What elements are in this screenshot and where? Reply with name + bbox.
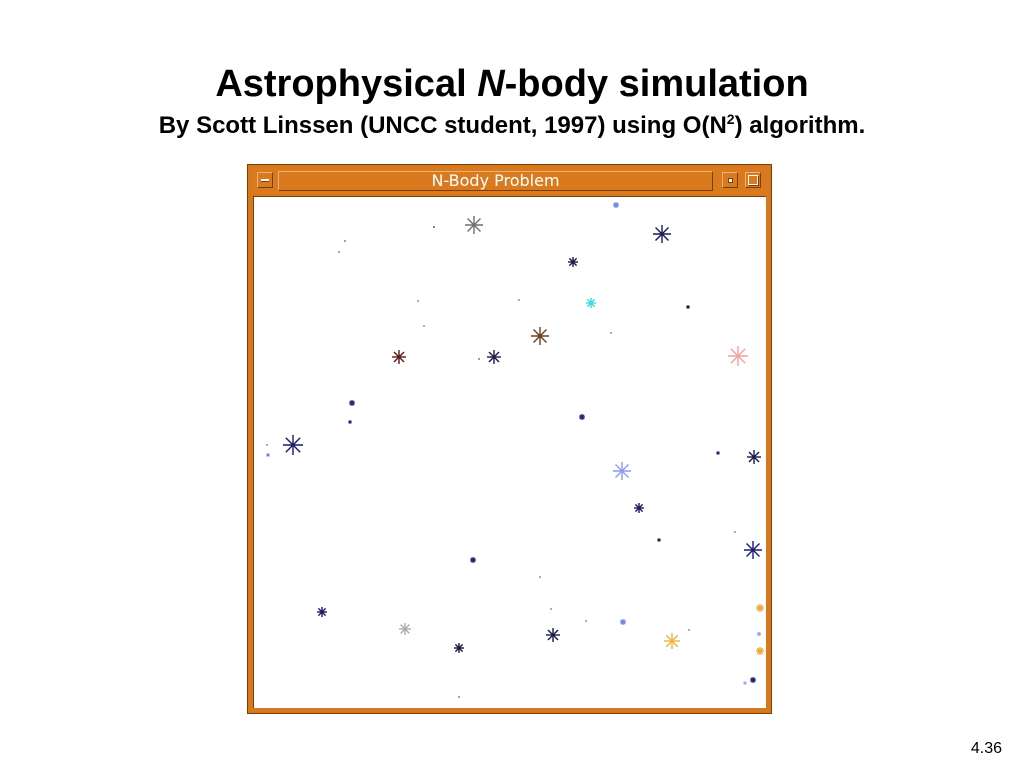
body-dot-37: [585, 620, 587, 622]
minimize-icon[interactable]: [722, 172, 738, 188]
body-star-20: [579, 414, 585, 420]
subtitle-suffix: ) algorithm.: [734, 112, 866, 139]
body-square-19: [348, 420, 352, 424]
body-star-7: [586, 298, 596, 308]
body-dot-5: [338, 251, 340, 253]
body-star-17: [728, 346, 748, 366]
body-dot-32: [539, 576, 541, 578]
body-star-14: [392, 350, 406, 364]
window-title[interactable]: N-Body Problem: [278, 171, 713, 191]
body-star-34: [317, 607, 327, 617]
body-star-30: [744, 541, 762, 559]
body-star-41: [664, 633, 680, 649]
body-square-23: [266, 453, 270, 457]
body-square-28: [657, 538, 661, 542]
body-square-24: [716, 451, 720, 455]
body-square-8: [686, 305, 690, 309]
body-star-26: [613, 462, 631, 480]
body-star-6: [568, 257, 578, 267]
body-dot-13: [610, 332, 612, 334]
body-star-38: [620, 619, 626, 625]
nbody-window: N-Body Problem: [247, 164, 772, 714]
body-square-46: [743, 681, 747, 685]
body-star-33: [756, 604, 764, 612]
page-number: 4.36: [970, 740, 1002, 757]
body-star-12: [531, 327, 549, 345]
body-dot-22: [266, 444, 268, 446]
body-dot-29: [734, 531, 736, 533]
body-star-27: [634, 503, 644, 513]
body-dot-9: [417, 300, 419, 302]
body-star-42: [757, 632, 761, 636]
subtitle-prefix: By Scott Linssen (UNCC student, 1997) us…: [158, 112, 727, 139]
body-dot-11: [423, 325, 425, 327]
body-star-43: [454, 643, 464, 653]
body-star-3: [653, 225, 671, 243]
body-dot-47: [458, 696, 460, 698]
body-dot-36: [550, 608, 552, 610]
body-dot-39: [688, 629, 690, 631]
body-dot-10: [518, 299, 520, 301]
body-star-40: [546, 628, 560, 642]
body-star-44: [756, 647, 764, 655]
simulation-plot: [266, 202, 764, 698]
window-menu-icon[interactable]: [257, 172, 273, 188]
title-prefix: Astrophysical: [215, 63, 478, 105]
title-italic: N: [477, 63, 505, 105]
slide-title: Astrophysical N-body simulation: [0, 60, 1024, 108]
body-dot-16: [478, 358, 480, 360]
body-star-31: [470, 557, 476, 563]
window-titlebar[interactable]: N-Body Problem: [250, 167, 769, 195]
body-dot-0: [433, 226, 435, 228]
body-star-21: [283, 435, 303, 455]
simulation-canvas: [253, 196, 766, 708]
body-star-25: [747, 450, 761, 464]
body-star-45: [750, 677, 756, 683]
body-star-15: [487, 350, 501, 364]
body-star-2: [465, 216, 483, 234]
title-suffix: -body simulation: [504, 63, 809, 105]
maximize-icon[interactable]: [745, 172, 761, 188]
slide-subtitle: By Scott Linssen (UNCC student, 1997) us…: [0, 111, 1024, 141]
body-star-1: [613, 202, 619, 208]
body-star-18: [349, 400, 355, 406]
body-dot-4: [344, 240, 346, 242]
subtitle-superscript: 2: [726, 111, 735, 127]
body-star-35: [399, 623, 411, 635]
